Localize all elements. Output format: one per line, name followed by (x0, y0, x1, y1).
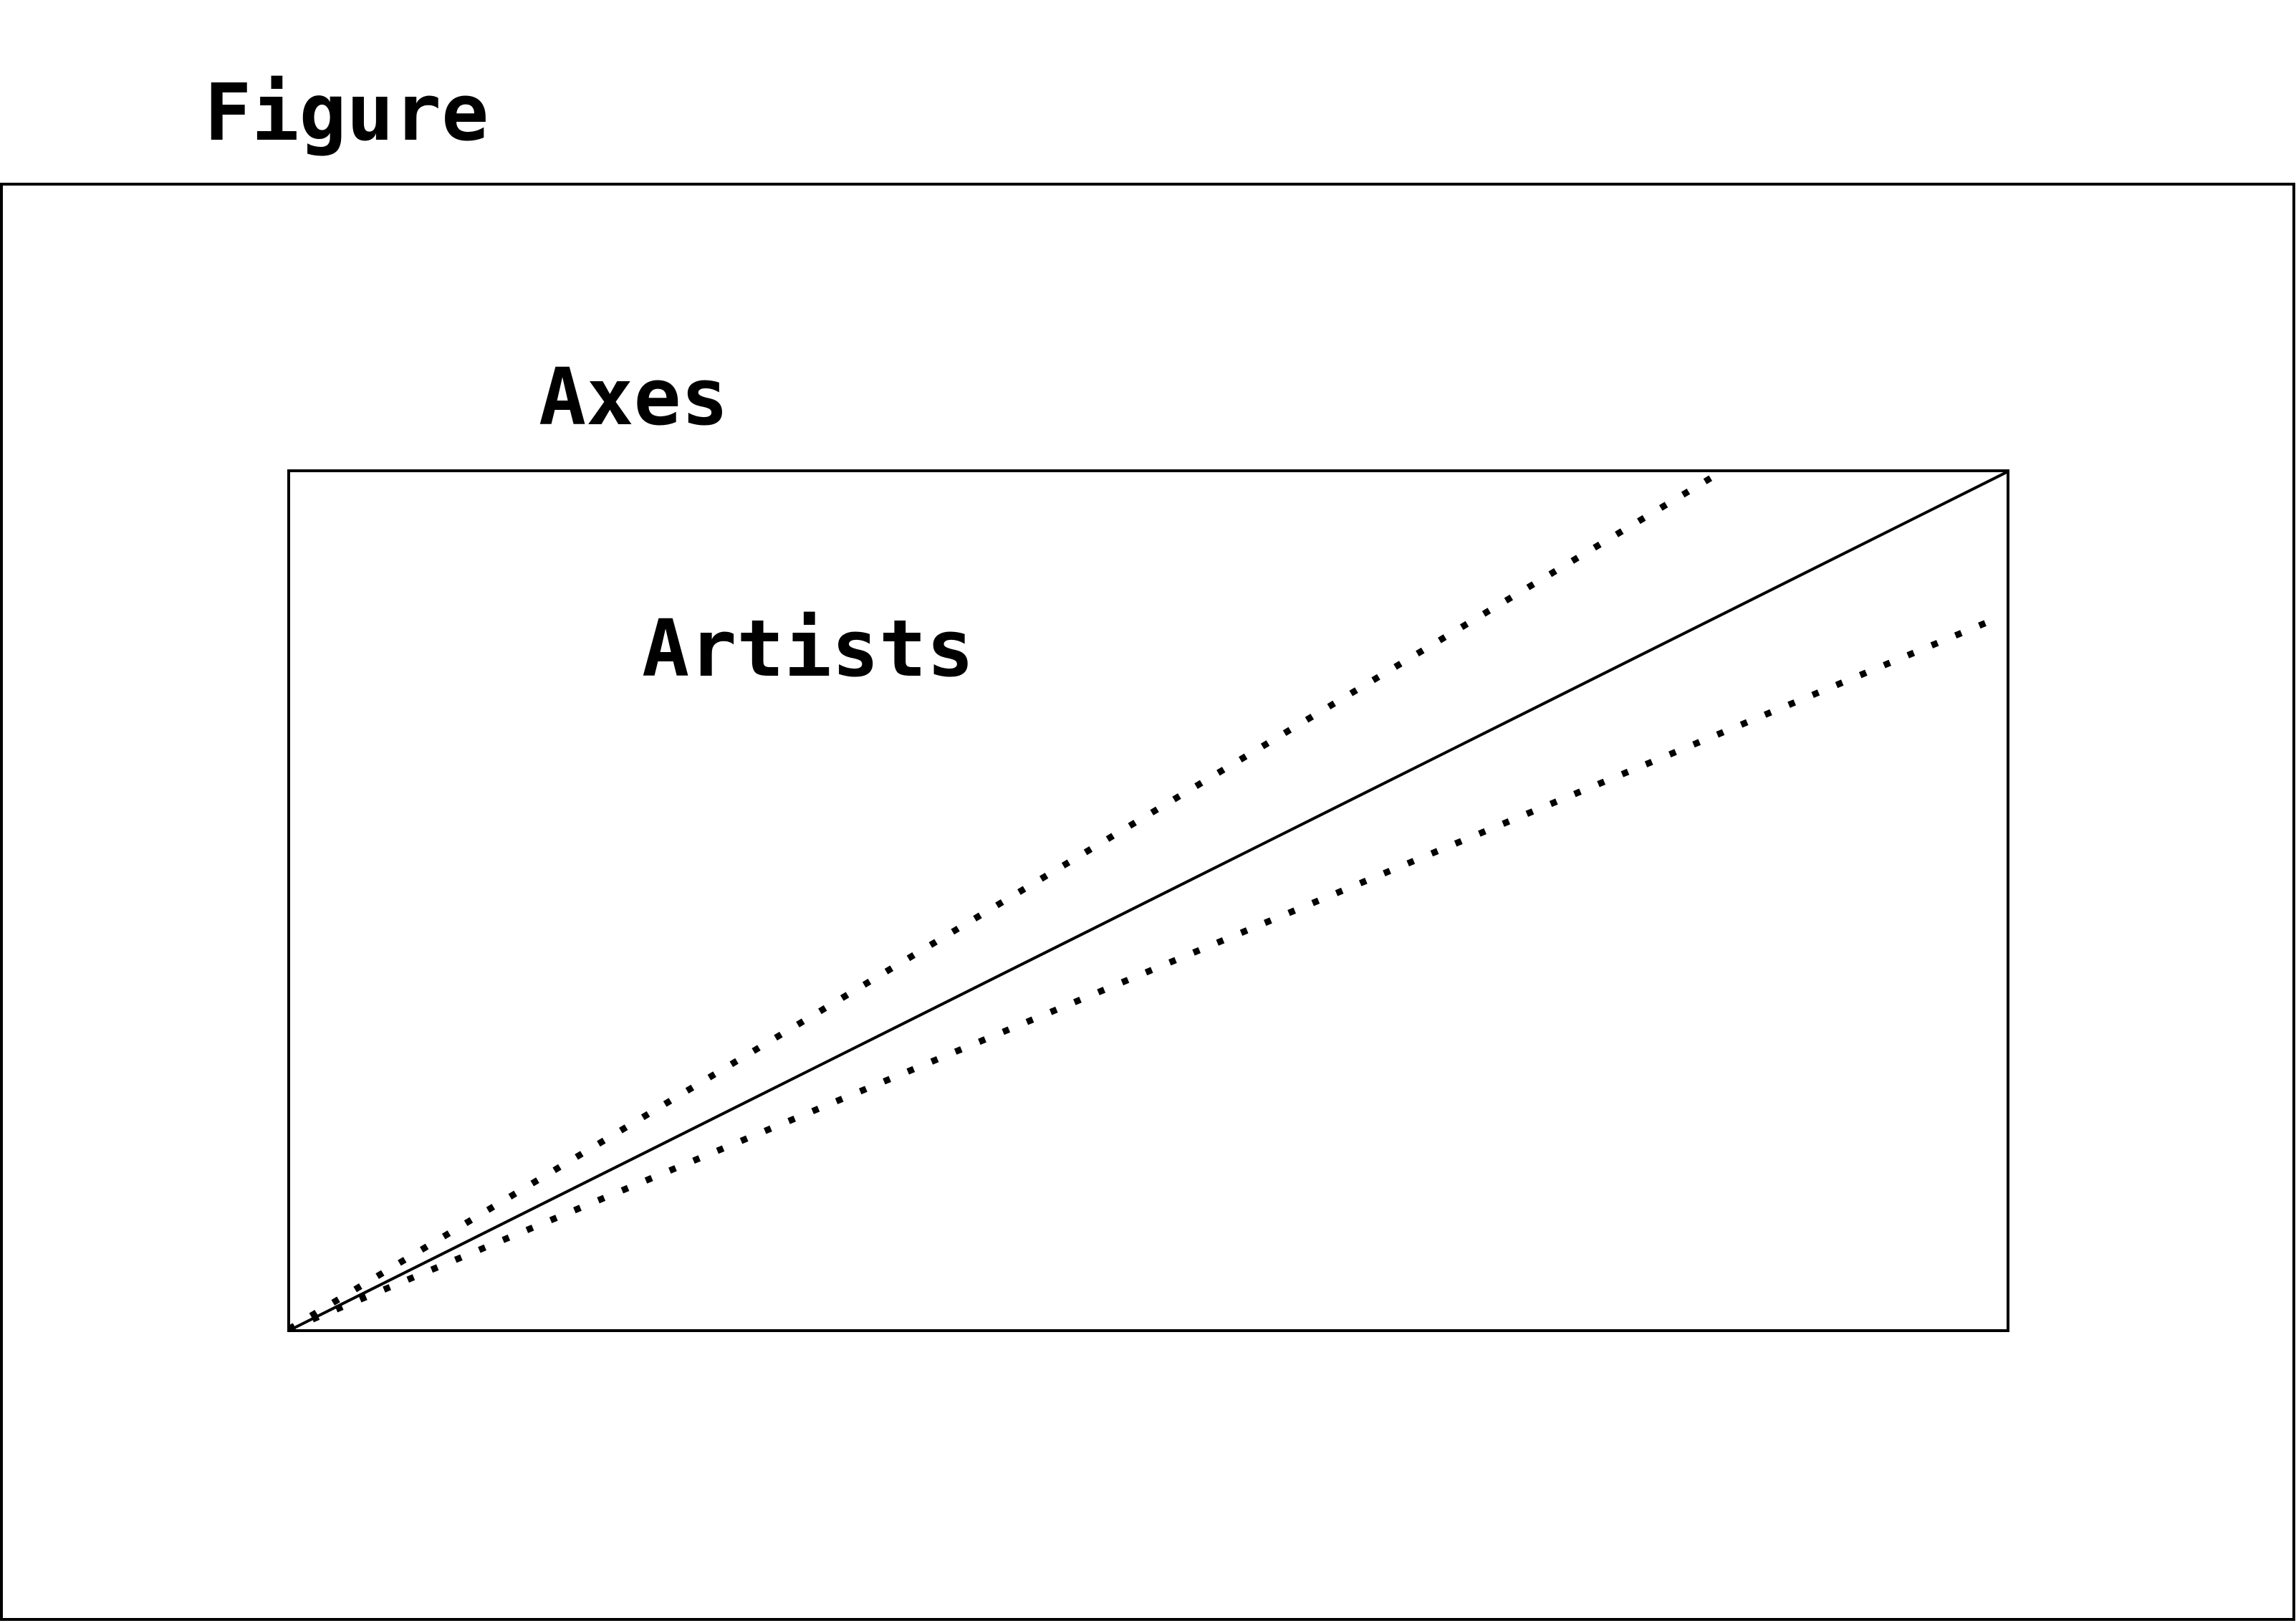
axes-box (287, 469, 2009, 1332)
figure-label: Figure (204, 67, 489, 158)
lower-dotted-line (287, 618, 1989, 1333)
figure-box (0, 183, 2295, 1621)
upper-dotted-line (287, 470, 1721, 1332)
artists-label: Artists (642, 603, 974, 694)
solid-diagonal-line (288, 471, 2007, 1332)
axes-label: Axes (539, 351, 729, 443)
